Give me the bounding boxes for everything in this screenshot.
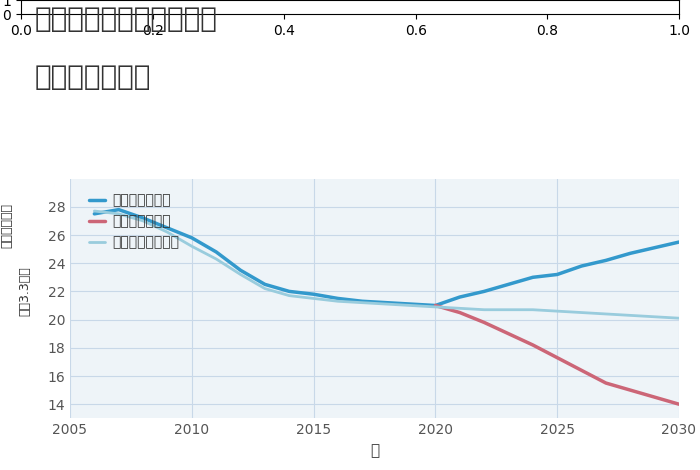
ノーマルシナリオ <box>285 293 293 298</box>
Text: 三重県津市美里町足坂の: 三重県津市美里町足坂の <box>35 5 218 33</box>
バッドシナリオ <box>456 310 464 315</box>
ノーマルシナリオ <box>650 314 659 320</box>
バッドシナリオ <box>626 387 634 393</box>
ノーマルシナリオ <box>90 208 99 214</box>
Line: グッドシナリオ: グッドシナリオ <box>94 210 679 306</box>
ノーマルシナリオ <box>626 313 634 318</box>
Text: 土地の価格推移: 土地の価格推移 <box>35 63 151 92</box>
ノーマルシナリオ <box>237 272 245 277</box>
ノーマルシナリオ <box>553 308 561 314</box>
グッドシナリオ <box>358 298 367 304</box>
X-axis label: 年: 年 <box>370 443 379 458</box>
グッドシナリオ <box>407 301 415 307</box>
ノーマルシナリオ <box>139 218 147 224</box>
Text: 坪（3.3㎡）: 坪（3.3㎡） <box>18 266 31 316</box>
Text: 単価（万円）: 単価（万円） <box>1 203 13 248</box>
グッドシナリオ <box>553 272 561 277</box>
グッドシナリオ <box>480 289 489 294</box>
Line: バッドシナリオ: バッドシナリオ <box>435 306 679 404</box>
グッドシナリオ <box>260 282 269 287</box>
バッドシナリオ <box>480 320 489 325</box>
ノーマルシナリオ <box>602 311 610 317</box>
ノーマルシナリオ <box>163 229 172 235</box>
グッドシナリオ <box>139 215 147 221</box>
ノーマルシナリオ <box>407 303 415 308</box>
グッドシナリオ <box>285 289 293 294</box>
Legend: グッドシナリオ, バッドシナリオ, ノーマルシナリオ: グッドシナリオ, バッドシナリオ, ノーマルシナリオ <box>83 188 185 255</box>
バッドシナリオ <box>528 342 537 348</box>
グッドシナリオ <box>115 207 123 212</box>
ノーマルシナリオ <box>309 296 318 301</box>
ノーマルシナリオ <box>382 301 391 307</box>
グッドシナリオ <box>237 267 245 273</box>
ノーマルシナリオ <box>115 211 123 217</box>
グッドシナリオ <box>382 300 391 306</box>
バッドシナリオ <box>602 380 610 386</box>
ノーマルシナリオ <box>212 256 220 262</box>
グッドシナリオ <box>212 249 220 255</box>
バッドシナリオ <box>553 355 561 360</box>
ノーマルシナリオ <box>188 243 196 249</box>
グッドシナリオ <box>163 225 172 231</box>
バッドシナリオ <box>431 303 440 308</box>
バッドシナリオ <box>650 394 659 400</box>
グッドシナリオ <box>675 239 683 245</box>
グッドシナリオ <box>626 251 634 256</box>
ノーマルシナリオ <box>334 298 342 304</box>
グッドシナリオ <box>188 235 196 241</box>
バッドシナリオ <box>578 368 586 373</box>
ノーマルシナリオ <box>456 306 464 311</box>
バッドシナリオ <box>504 331 512 337</box>
グッドシナリオ <box>309 291 318 297</box>
グッドシナリオ <box>456 294 464 300</box>
グッドシナリオ <box>504 282 512 287</box>
グッドシナリオ <box>431 303 440 308</box>
グッドシナリオ <box>90 211 99 217</box>
バッドシナリオ <box>675 401 683 407</box>
ノーマルシナリオ <box>675 315 683 321</box>
ノーマルシナリオ <box>260 286 269 291</box>
ノーマルシナリオ <box>578 310 586 315</box>
グッドシナリオ <box>334 296 342 301</box>
グッドシナリオ <box>528 274 537 280</box>
ノーマルシナリオ <box>528 307 537 313</box>
グッドシナリオ <box>602 258 610 263</box>
ノーマルシナリオ <box>431 304 440 310</box>
ノーマルシナリオ <box>480 307 489 313</box>
グッドシナリオ <box>650 245 659 251</box>
ノーマルシナリオ <box>504 307 512 313</box>
グッドシナリオ <box>578 263 586 269</box>
Line: ノーマルシナリオ: ノーマルシナリオ <box>94 211 679 318</box>
ノーマルシナリオ <box>358 300 367 306</box>
